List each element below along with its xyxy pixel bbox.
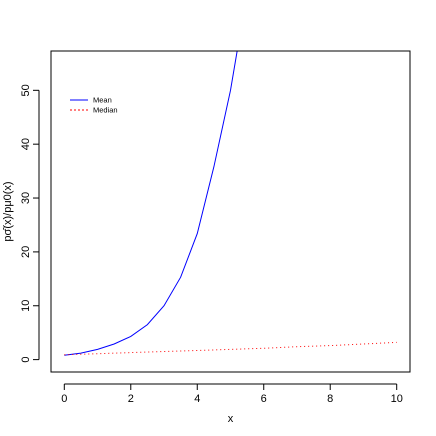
x-tick-label: 4 xyxy=(194,393,200,405)
plot-layer xyxy=(64,51,397,356)
y-tick-label: 40 xyxy=(20,138,32,150)
y-tick-label: 20 xyxy=(20,246,32,258)
x-axis-title: x xyxy=(228,413,234,425)
x-tick-label: 8 xyxy=(327,393,333,405)
legend-label-mean: Mean xyxy=(93,96,112,105)
y-tick-label: 30 xyxy=(20,192,32,204)
series-line-mean xyxy=(64,51,238,356)
y-axis-title: pσ̂(x)/pμ0(x) xyxy=(2,181,14,241)
x-tick-label: 10 xyxy=(391,393,403,405)
y-tick-label: 10 xyxy=(20,300,32,312)
axis-layer: 0 2 4 6 8 10 0 10 20 30 40 50 xyxy=(20,50,411,405)
legend-label-median: Median xyxy=(93,106,118,115)
x-tick-label: 6 xyxy=(261,393,267,405)
plot-frame xyxy=(50,50,411,373)
y-tick-label: 50 xyxy=(20,84,32,96)
x-tick-label: 0 xyxy=(61,393,67,405)
y-tick-label: 0 xyxy=(20,357,32,363)
x-tick-label: 2 xyxy=(128,393,134,405)
